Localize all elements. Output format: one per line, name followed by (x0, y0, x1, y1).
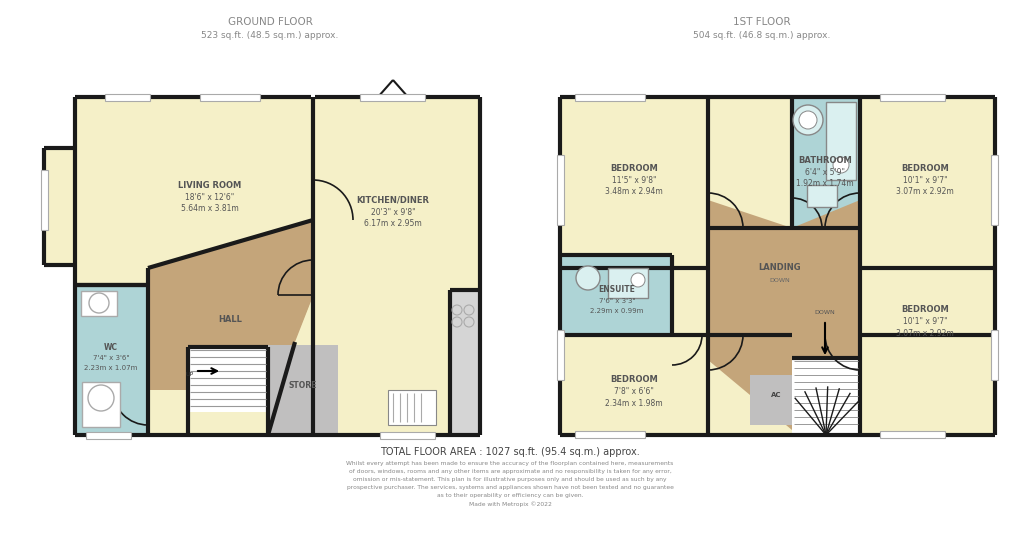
Text: 1ST FLOOR: 1ST FLOOR (733, 17, 790, 27)
Circle shape (631, 273, 644, 287)
Text: GROUND FLOOR: GROUND FLOOR (227, 17, 312, 27)
Text: 20'3" x 9'8": 20'3" x 9'8" (370, 207, 415, 217)
Text: of doors, windows, rooms and any other items are approximate and no responsibili: of doors, windows, rooms and any other i… (348, 470, 671, 475)
Bar (387, 390, 435, 425)
Circle shape (576, 266, 599, 290)
Text: 7'4" x 3'6": 7'4" x 3'6" (93, 355, 129, 361)
Text: Made with Metropix ©2022: Made with Metropix ©2022 (468, 501, 551, 507)
Text: BATHROOM: BATHROOM (797, 155, 851, 165)
Text: ENSUITE: ENSUITE (598, 286, 635, 294)
Text: 2.29m x 0.99m: 2.29m x 0.99m (590, 308, 643, 314)
Bar (556, 155, 564, 225)
Bar (707, 228, 859, 335)
Text: 6.17m x 2.95m: 6.17m x 2.95m (364, 218, 422, 228)
Bar (806, 185, 837, 207)
Text: 3.07m x 2.92m: 3.07m x 2.92m (896, 186, 953, 195)
Text: KITCHEN/DINER: KITCHEN/DINER (357, 195, 429, 205)
Text: TOTAL FLOOR AREA : 1027 sq.ft. (95.4 sq.m.) approx.: TOTAL FLOOR AREA : 1027 sq.ft. (95.4 sq.… (380, 447, 639, 457)
Text: 523 sq.ft. (48.5 sq.m.) approx.: 523 sq.ft. (48.5 sq.m.) approx. (201, 30, 338, 40)
Bar (556, 330, 564, 380)
Text: BEDROOM: BEDROOM (900, 163, 948, 173)
Text: 10'1" x 9'7": 10'1" x 9'7" (902, 318, 947, 326)
Bar (86, 432, 130, 439)
Circle shape (89, 293, 109, 313)
Polygon shape (707, 335, 859, 430)
Text: AC: AC (770, 392, 781, 398)
Text: 1.92m x 1.74m: 1.92m x 1.74m (796, 179, 853, 187)
Bar (44, 148, 75, 265)
Text: WC: WC (104, 344, 118, 352)
Text: DOWN: DOWN (814, 311, 835, 315)
Polygon shape (148, 220, 313, 390)
Text: 2.34m x 1.98m: 2.34m x 1.98m (604, 399, 662, 407)
Bar (449, 290, 480, 435)
Text: 5.64m x 3.81m: 5.64m x 3.81m (181, 204, 238, 212)
Bar (75, 97, 313, 435)
Text: 2.23m x 1.07m: 2.23m x 1.07m (85, 365, 138, 371)
Circle shape (798, 111, 816, 129)
Bar (82, 382, 120, 427)
Text: BEDROOM: BEDROOM (900, 306, 948, 314)
Bar (825, 102, 855, 180)
Text: omission or mis-statement. This plan is for illustrative purposes only and shoul: omission or mis-statement. This plan is … (353, 477, 666, 483)
Text: 7'6" x 3'3": 7'6" x 3'3" (598, 298, 635, 304)
Text: 3.48m x 2.94m: 3.48m x 2.94m (604, 186, 662, 195)
Bar (749, 375, 791, 425)
Bar (380, 432, 434, 439)
Text: 3.07m x 2.92m: 3.07m x 2.92m (896, 329, 953, 338)
Bar (990, 155, 997, 225)
Bar (791, 358, 859, 435)
Text: STORE: STORE (288, 381, 317, 389)
Text: 18'6" x 12'6": 18'6" x 12'6" (185, 193, 234, 201)
Circle shape (792, 105, 822, 135)
Bar (200, 94, 260, 101)
Text: 11'5" x 9'8": 11'5" x 9'8" (611, 175, 655, 185)
Text: HALL: HALL (218, 315, 242, 325)
Bar (879, 431, 944, 438)
Polygon shape (707, 200, 859, 228)
Bar (313, 97, 480, 435)
Bar (187, 347, 268, 412)
Polygon shape (148, 220, 313, 390)
Text: LANDING: LANDING (758, 262, 801, 272)
Text: 6'4" x 5'9": 6'4" x 5'9" (804, 167, 844, 176)
Text: BEDROOM: BEDROOM (609, 163, 657, 173)
Bar (41, 170, 48, 230)
Text: 7'8" x 6'6": 7'8" x 6'6" (613, 388, 653, 396)
Bar (607, 268, 647, 298)
Bar (575, 431, 644, 438)
Bar (575, 94, 644, 101)
Circle shape (833, 157, 848, 173)
Text: DOWN: DOWN (769, 277, 790, 282)
Text: LIVING ROOM: LIVING ROOM (178, 180, 242, 190)
Bar (105, 94, 150, 101)
Circle shape (88, 385, 114, 411)
Bar (81, 291, 117, 316)
Bar (360, 94, 425, 101)
Bar (268, 345, 337, 435)
Bar (75, 285, 148, 435)
Bar (707, 228, 859, 335)
Bar (559, 97, 994, 435)
Text: 504 sq.ft. (46.8 sq.m.) approx.: 504 sq.ft. (46.8 sq.m.) approx. (693, 30, 829, 40)
Text: UP: UP (185, 371, 194, 376)
Text: prospective purchaser. The services, systems and appliances shown have not been : prospective purchaser. The services, sys… (346, 485, 673, 490)
Text: Whilst every attempt has been made to ensure the accuracy of the floorplan conta: Whilst every attempt has been made to en… (346, 462, 673, 466)
Bar (990, 330, 997, 380)
Bar (879, 94, 944, 101)
Text: 10'1" x 9'7": 10'1" x 9'7" (902, 175, 947, 185)
Text: as to their operability or efficiency can be given.: as to their operability or efficiency ca… (436, 494, 583, 498)
Bar (559, 255, 672, 335)
Text: BEDROOM: BEDROOM (609, 376, 657, 384)
Bar (791, 97, 859, 228)
